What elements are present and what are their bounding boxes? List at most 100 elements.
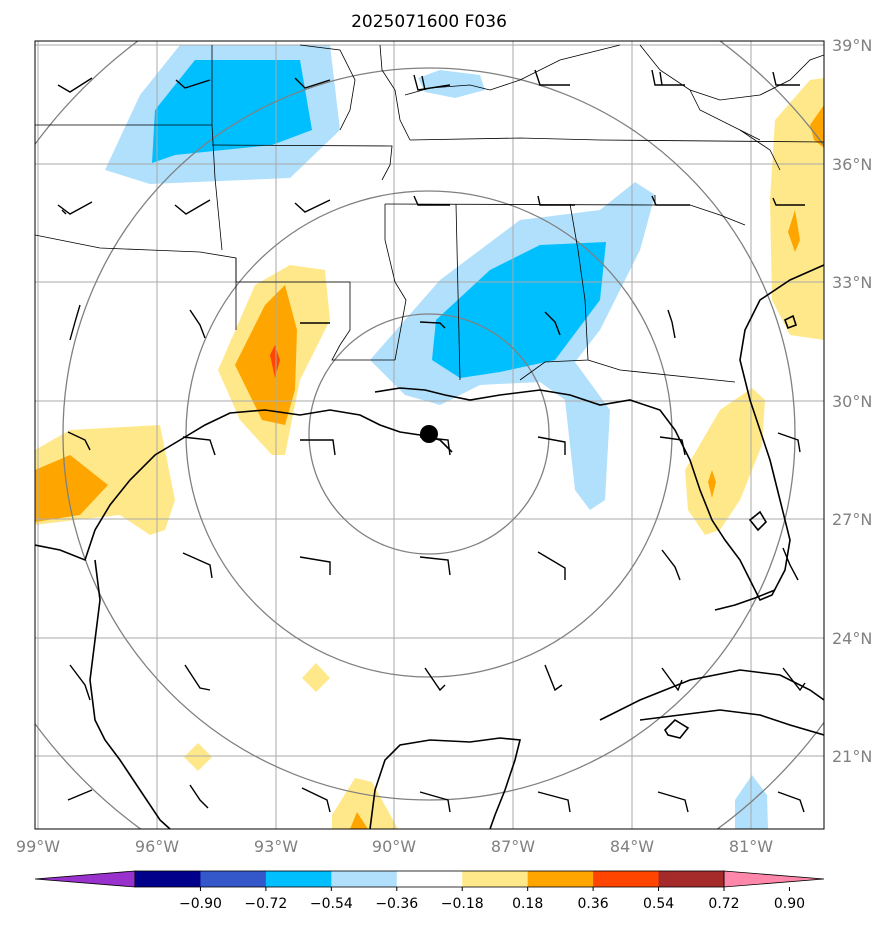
wind-barb	[57, 201, 93, 215]
lat-label: 39°N	[832, 36, 872, 55]
colorbar-tick-label: 0.90	[774, 896, 805, 912]
wind-barb	[537, 551, 566, 580]
colorbar: −0.90 −0.72 −0.54 −0.36 −0.18 0.18 0.36 0.54 0.7…	[34, 870, 825, 912]
gulf-coast	[35, 409, 453, 562]
coastlines	[35, 264, 824, 829]
shade-yellow-east	[770, 78, 824, 340]
colorbar-segment	[593, 871, 660, 887]
wind-barb	[300, 439, 336, 456]
wind-barb	[667, 309, 676, 339]
wind-barb	[413, 74, 451, 91]
wind-barb	[537, 195, 575, 206]
lon-label: 84°W	[610, 837, 654, 856]
wind-barb	[182, 552, 213, 579]
wind-barb	[189, 309, 206, 339]
range-ring-2	[185, 190, 673, 678]
wind-barb	[537, 436, 566, 455]
wind-barb	[661, 667, 683, 692]
colorbar-tick-label: 0.54	[643, 896, 674, 912]
wind-barb	[294, 199, 331, 213]
lon-label: 93°W	[254, 837, 298, 856]
colorbar-extend-high	[723, 870, 825, 888]
wind-barb	[537, 791, 571, 813]
wind-barb	[772, 71, 800, 86]
shade-orange-fl	[708, 470, 716, 498]
wind-barb	[424, 667, 446, 692]
colorbar-segment	[265, 871, 332, 887]
shade-orange-south	[350, 812, 368, 829]
colorbar-segment	[200, 871, 267, 887]
colorbar-segment	[331, 871, 398, 887]
colorbar-segment	[396, 871, 463, 887]
colorbar-frame	[134, 870, 725, 888]
wind-barb	[661, 549, 681, 581]
yucatan	[369, 737, 522, 829]
wind-barb	[57, 77, 93, 93]
colorbar-segment	[462, 871, 529, 887]
lat-label: 36°N	[832, 155, 872, 174]
wind-barb	[184, 664, 211, 691]
wind-barb	[67, 789, 93, 801]
shade-orange-tx	[35, 455, 108, 522]
colorbar-tick-label: −0.36	[375, 896, 418, 912]
lat-label: 33°N	[832, 273, 872, 292]
range-ring-1	[308, 313, 550, 555]
wind-barb	[544, 664, 563, 692]
colorbar-segment	[135, 871, 201, 887]
shade-light-blue-small	[418, 70, 485, 98]
lat-label: 21°N	[832, 747, 872, 766]
wind-barb	[544, 311, 561, 336]
wind-barb	[189, 784, 209, 809]
wind-barb	[651, 69, 685, 86]
latitude-labels: 39°N 36°N 33°N 30°N 27°N 24°N 21°N	[832, 36, 872, 766]
shade-red-la	[270, 345, 280, 378]
lon-label: 87°W	[491, 837, 535, 856]
shade-orange-la	[235, 285, 297, 425]
lat-label: 24°N	[832, 629, 872, 648]
wind-barb	[69, 304, 81, 341]
wind-barb	[772, 197, 805, 206]
wind-barb	[419, 321, 446, 329]
shade-yellow-fl	[685, 388, 765, 535]
wind-barb	[413, 195, 450, 206]
shade-blue-central	[432, 242, 606, 378]
map-frame	[34, 40, 825, 830]
wind-barb	[651, 195, 690, 206]
wind-barb	[67, 431, 91, 451]
colorbar-tick-label: −0.54	[310, 896, 353, 912]
colorbar-tick-label: 0.72	[708, 896, 739, 912]
wind-barb	[657, 791, 689, 813]
map-title: 2025071600 F036	[351, 12, 507, 32]
colorbar-extend-low	[34, 870, 136, 888]
wind-barb	[782, 667, 806, 692]
graticule	[35, 41, 824, 829]
shade-orange-east2	[788, 210, 800, 252]
lon-label: 81°W	[729, 837, 773, 856]
wind-barb	[294, 77, 331, 89]
mexico-coast	[89, 559, 171, 829]
wind-barb	[534, 69, 570, 86]
colorbar-segment	[527, 871, 594, 887]
wind-barb	[182, 436, 216, 456]
longitude-labels: 99°W 96°W 93°W 90°W 87°W 84°W 81°W	[16, 837, 773, 856]
colorbar-tick-label: 0.36	[578, 896, 609, 912]
colorbar-tick-label: −0.72	[244, 896, 287, 912]
colorbar-tick-label: 0.18	[512, 896, 543, 912]
shade-yellow-diamond2	[184, 743, 212, 771]
wind-barb	[419, 791, 451, 813]
lon-label: 96°W	[135, 837, 179, 856]
lat-label: 30°N	[832, 392, 872, 411]
lon-label: 90°W	[372, 837, 416, 856]
colorbar-segment	[658, 871, 725, 887]
colorbar-tick-label: −0.18	[441, 896, 484, 912]
wind-barbs	[57, 69, 806, 813]
shade-orange-east	[810, 105, 824, 148]
shade-yellow-diamond1	[302, 663, 330, 692]
wind-barb	[299, 556, 331, 575]
lon-label: 99°W	[16, 837, 60, 856]
wind-barb	[777, 791, 805, 813]
wind-barb	[174, 199, 211, 215]
range-ring-3	[62, 67, 796, 801]
